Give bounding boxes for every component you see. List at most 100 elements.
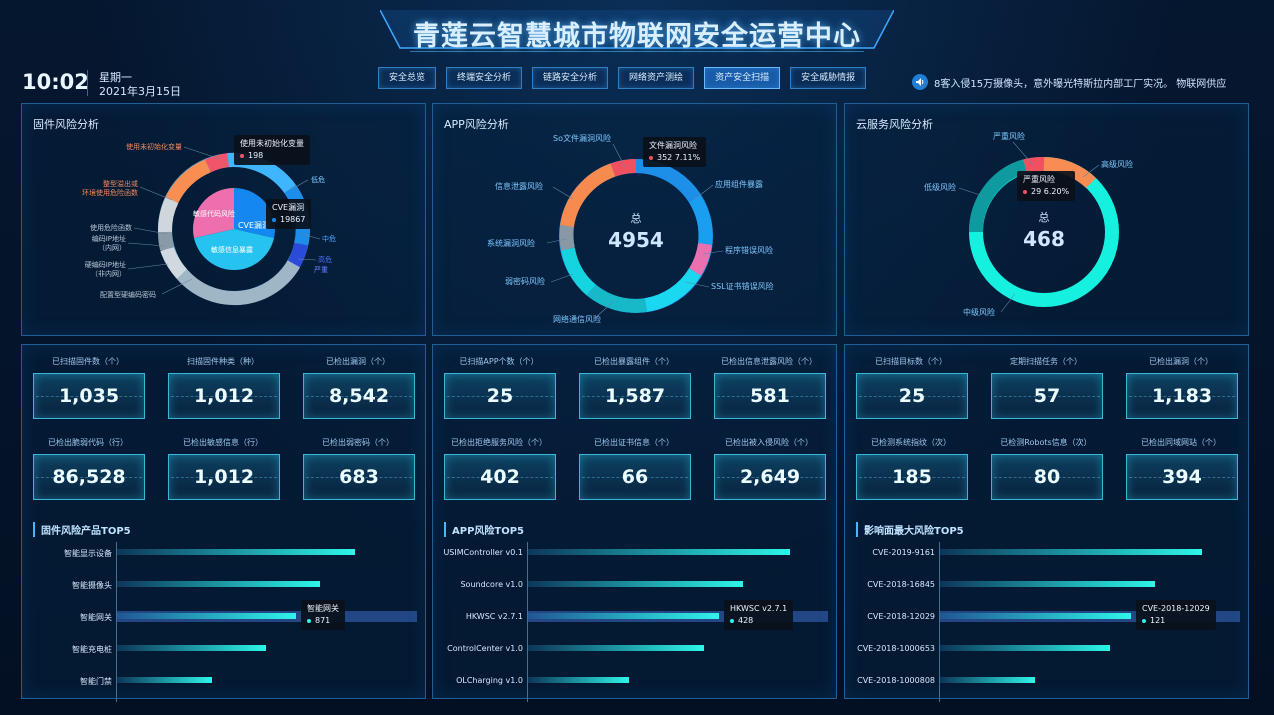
app-segment-ssl xyxy=(644,268,701,312)
firmware-pie-info-exposure xyxy=(194,229,274,270)
tooltip-value: 29 6.20% xyxy=(1031,187,1070,196)
tooltip-value: 19867 xyxy=(280,215,306,224)
top5-bar-label: HKWSC v2.7.1 xyxy=(465,612,523,621)
cloud-tooltip: 严重风险 29 6.20% xyxy=(1017,171,1076,201)
top5-bar[interactable] xyxy=(117,645,266,651)
cloud-risk-panel: 云服务风险分析 总 468 严重风险 高级风险 低级风险 中级风险 严重风险 2… xyxy=(844,103,1249,336)
top5-bar[interactable] xyxy=(528,549,790,555)
firmware-tooltip-cve: CVE漏洞 19867 xyxy=(266,199,312,229)
stat-label: 已检出敏感信息（行） xyxy=(183,438,263,447)
label-encoded-ip-2: （内网） xyxy=(98,243,126,252)
tooltip-value-row: 352 7.11% xyxy=(649,152,700,164)
app-segment-component xyxy=(635,159,701,203)
tooltip-value: 428 xyxy=(738,616,754,625)
tooltip-label: 严重风险 xyxy=(1023,175,1055,184)
stat-value: 394 xyxy=(1162,466,1202,488)
tab-security-overview[interactable]: 安全总览 xyxy=(378,67,437,89)
tooltip-dot xyxy=(1023,189,1027,194)
app-risk-chart: 总 4954 So文件漏洞风险 信息泄露风险 系统漏洞风险 弱密码风险 网络通信… xyxy=(487,133,774,324)
app-label-program-error: 程序错误风险 xyxy=(725,245,773,255)
tooltip-value-row: 428 xyxy=(730,615,787,627)
top5-bar-label: CVE-2018-1000653 xyxy=(857,644,935,653)
top5-bar[interactable] xyxy=(528,581,743,587)
top5-bar[interactable] xyxy=(528,645,704,651)
stat-box: 1,012 xyxy=(168,373,280,419)
stat-value: 86,528 xyxy=(52,466,126,488)
top5-bar[interactable] xyxy=(940,549,1202,555)
tooltip-label: 智能网关 xyxy=(307,604,339,613)
stat-label: 已检测系统指纹（次） xyxy=(871,438,951,447)
clock-divider xyxy=(87,70,88,96)
cloud-total: 468 xyxy=(1023,227,1065,251)
tooltip-label: HKWSC v2.7.1 xyxy=(730,604,788,613)
cloud-segment-low xyxy=(968,159,1028,233)
top5-bar-label: 智能门禁 xyxy=(80,677,112,686)
tab-link-analysis[interactable]: 链路安全分析 xyxy=(532,67,609,89)
tooltip-dot xyxy=(240,153,244,158)
top5-bar-label: ControlCenter v1.0 xyxy=(447,644,523,653)
top5-bar[interactable] xyxy=(117,581,320,587)
tab-asset-scan[interactable]: 资产安全扫描 xyxy=(704,67,781,89)
tooltip-value-row: 871 xyxy=(307,615,339,627)
tooltip-dot xyxy=(649,155,653,160)
stat-box: 25 xyxy=(444,373,556,419)
firmware-top5-title: 固件风险产品TOP5 xyxy=(33,522,131,537)
clock-time: 10:02 xyxy=(22,70,89,94)
tab-threat-intel[interactable]: 安全威胁情报 xyxy=(790,67,867,89)
top5-bar[interactable] xyxy=(940,613,1131,619)
stat-box: 86,528 xyxy=(33,454,145,500)
tooltip-label: 使用未初始化变量 xyxy=(240,139,304,148)
top5-bar[interactable] xyxy=(117,549,355,555)
tooltip-value: 871 xyxy=(315,616,331,625)
label-overflow-1: 整型溢出或 xyxy=(103,179,138,188)
stat-label: 已扫描APP个数（个） xyxy=(459,357,539,366)
stat-label: 定期扫描任务（个） xyxy=(1010,357,1082,366)
top5-bar[interactable] xyxy=(117,677,212,683)
firmware-segment-overflow xyxy=(165,159,211,204)
app-segment-system xyxy=(559,225,575,251)
top5-bar[interactable] xyxy=(940,581,1155,587)
stat-value: 57 xyxy=(1033,385,1061,407)
stat-box: 8,542 xyxy=(303,373,415,419)
top5-bar-label: 智能摄像头 xyxy=(72,581,112,590)
stat-value: 66 xyxy=(621,466,649,488)
stat-label: 已检出同域网站（个） xyxy=(1141,438,1221,447)
app-label-info-leak: 信息泄露风险 xyxy=(495,181,543,191)
stat-label: 扫描固件种类（种） xyxy=(187,357,259,366)
stat-value: 581 xyxy=(750,385,790,407)
firmware-segment-danger-func xyxy=(158,196,179,233)
tab-asset-mapping[interactable]: 网络资产测绘 xyxy=(618,67,695,89)
top5-bar[interactable] xyxy=(940,677,1035,683)
top5-bar[interactable] xyxy=(117,613,296,619)
stat-value: 1,587 xyxy=(604,385,666,407)
stat-box: 394 xyxy=(1126,454,1238,500)
tooltip-dot xyxy=(272,217,276,222)
stat-value: 1,035 xyxy=(58,385,120,407)
firmware-pie-cve xyxy=(234,188,275,238)
stat-box: 1,035 xyxy=(33,373,145,419)
firmware-risk-title: 固件风险分析 xyxy=(33,118,99,131)
top5-bar[interactable] xyxy=(940,645,1110,651)
top5-bar-label: 智能显示设备 xyxy=(64,549,112,558)
top5-bar[interactable] xyxy=(528,677,629,683)
app-label-so: So文件漏洞风险 xyxy=(553,133,611,143)
top5-axis xyxy=(527,542,528,702)
stat-label: 已检出漏洞（个） xyxy=(1149,357,1213,366)
top5-bar-label: USIMController v0.1 xyxy=(443,548,523,557)
tooltip-dot xyxy=(1142,618,1146,623)
stat-label: 已检出漏洞（个） xyxy=(326,357,390,366)
label-hardcode-ip-2: （非内网） xyxy=(91,269,126,278)
cloud-risk-chart: 总 468 严重风险 高级风险 低级风险 中级风险 xyxy=(924,131,1133,317)
app-risk-title: APP风险分析 xyxy=(444,118,509,131)
label-config-pwd: 配置型硬编码密码 xyxy=(100,290,156,299)
notice-ticker[interactable]: 8客入侵15万摄像头，意外曝光特斯拉内部工厂实况。 物联网供应 xyxy=(912,71,1252,93)
tab-terminal-analysis[interactable]: 终端安全分析 xyxy=(446,67,523,89)
stat-box: 2,649 xyxy=(714,454,826,500)
stat-label: 已扫描固件数（个） xyxy=(52,357,124,366)
label-uninit: 使用未初始化变量 xyxy=(126,142,182,151)
top5-bar[interactable] xyxy=(528,613,719,619)
tooltip-value-row: 198 xyxy=(240,150,304,162)
firmware-segment-hardcode-ip xyxy=(160,246,188,279)
cloud-label-high: 高级风险 xyxy=(1101,159,1133,169)
label-hardcode-ip-1: 硬编码IP地址 xyxy=(85,260,126,269)
